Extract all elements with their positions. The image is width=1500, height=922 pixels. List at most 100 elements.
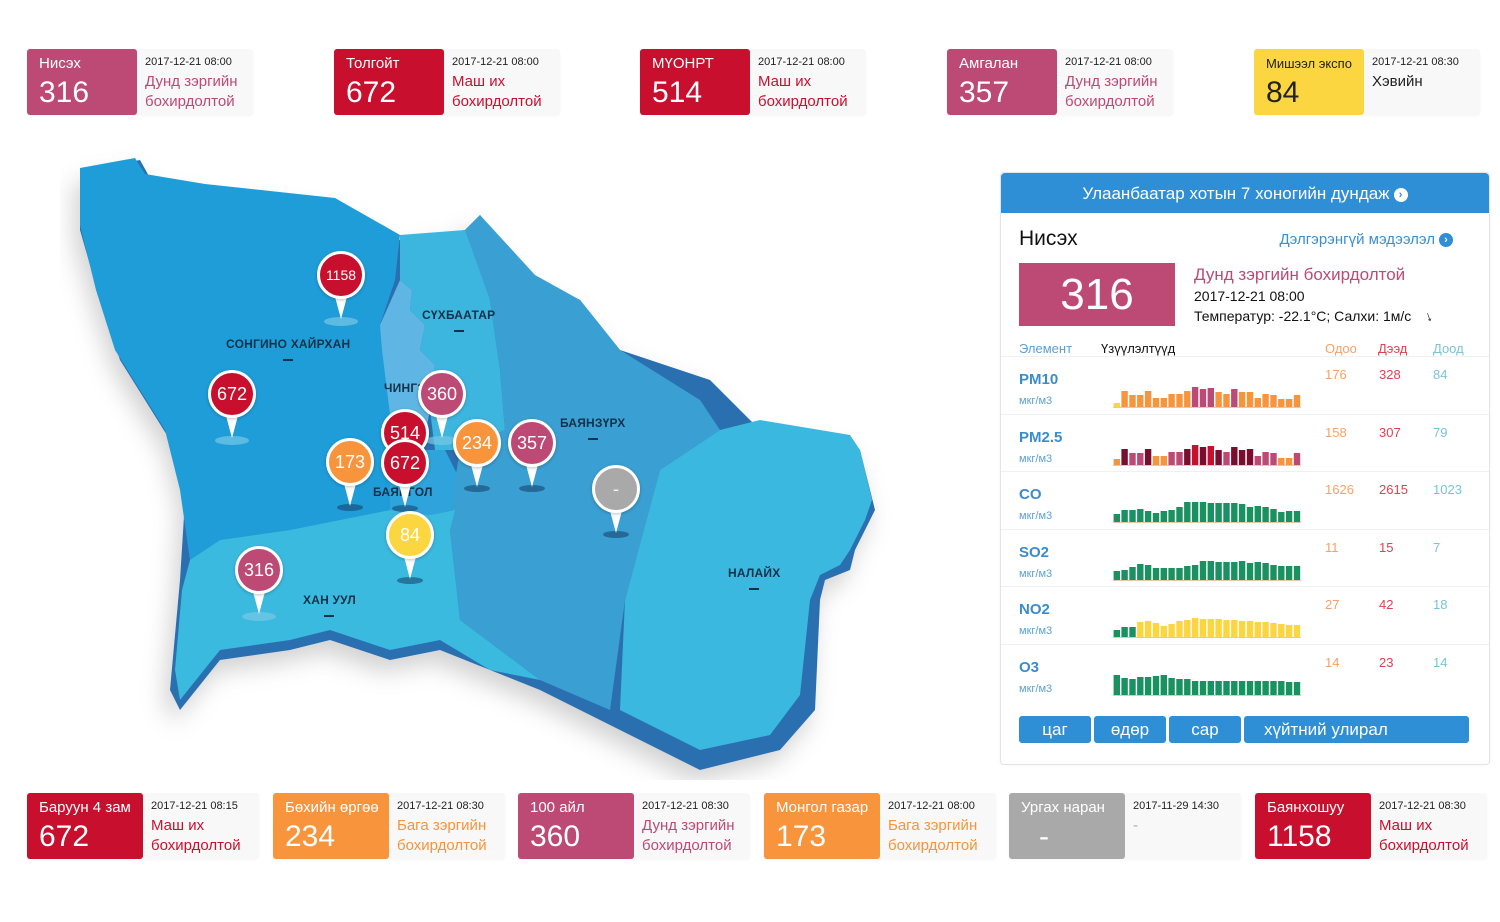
sparkline-bar (1160, 567, 1167, 580)
sparkline-bar (1238, 449, 1246, 465)
station-info: 2017-11-29 14:30 - (1125, 793, 1241, 859)
sparkline-bar (1144, 511, 1152, 522)
tab-winter-season[interactable]: хүйтний улирал (1244, 716, 1469, 743)
sparkline-bar (1144, 391, 1152, 407)
pollutant-now: 1626 (1325, 482, 1354, 497)
sparkline-bar (1152, 567, 1160, 580)
station-card[interactable]: Монгол газар 173 2017-12-21 08:00 Бага зэрг… (764, 793, 996, 859)
station-card[interactable]: Баруун 4 зам 672 2017-12-21 08:15 Маш их бо… (27, 793, 259, 859)
pollutant-min: 79 (1433, 424, 1448, 440)
station-status: Дунд зэргийн бохирдолтой (145, 73, 238, 110)
district-bayanzurkh[interactable] (450, 215, 720, 710)
sparkline-bar (1199, 389, 1207, 407)
sparkline-bar (1293, 511, 1301, 522)
tab-hour[interactable]: цаг (1019, 716, 1091, 743)
map-station-pin[interactable]: 672 (208, 370, 258, 450)
weekly-average-header-button[interactable]: Улаанбаатар хотын 7 хоногийн дундаж › (1001, 173, 1489, 213)
station-card[interactable]: МҮОНРТ 514 2017-12-21 08:00 Маш их бохирдол… (640, 49, 866, 115)
sparkline-bar (1137, 509, 1144, 522)
sparkline-bar (1129, 510, 1136, 522)
pin-tail (225, 412, 239, 438)
sparkline-bar (1293, 452, 1301, 465)
sparkline-bar (1121, 510, 1128, 522)
sparkline-bar (1262, 451, 1269, 465)
sparkline-bar (1293, 625, 1301, 637)
station-time: 2017-12-21 08:00 (758, 56, 845, 68)
sparkline-bar (1207, 388, 1214, 407)
map-station-pin[interactable]: 234 (453, 419, 503, 499)
sparkline-bar (1160, 455, 1167, 465)
district-nalaikh[interactable] (620, 420, 872, 750)
sparkline-bar (1278, 457, 1285, 465)
station-info: 2017-12-21 08:30 Дунд зэргийн бохирдолтой (634, 793, 750, 859)
more-info-link[interactable]: Дэлгэрэнгүй мэдээлэл › (1279, 231, 1453, 248)
sparkline-bar (1254, 561, 1261, 580)
sparkline-bar (1113, 674, 1120, 695)
station-card[interactable]: Баянхошуу 1158 2017-12-21 08:30 Маш их бохи… (1255, 793, 1487, 859)
pollutant-unit: мкг/м3 (1019, 567, 1053, 580)
sparkline-bar (1246, 392, 1254, 407)
station-aqi-value: 357 (959, 76, 1010, 109)
tab-month[interactable]: сар (1169, 716, 1241, 743)
sparkline-bar (1246, 507, 1254, 522)
pollutant-unit: мкг/м3 (1019, 625, 1053, 637)
station-card[interactable]: Мишээл экспо 84 2017-12-21 08:30 Хэвийн (1254, 49, 1480, 115)
ulaanbaatar-district-map[interactable]: СОНГИНО ХАЙРХАН СҮХБААТАР ЧИНГЭ БАЯНЗҮРХ… (60, 150, 910, 780)
pin-shadow (324, 317, 358, 326)
station-aqi-value: 1158 (1267, 820, 1332, 853)
station-status: Хэвийн (1372, 73, 1423, 90)
station-status: - (1133, 817, 1138, 834)
sparkline-bar (1238, 392, 1246, 407)
sparkline-bar (1270, 564, 1277, 580)
pollutant-name: O3 (1019, 658, 1040, 676)
sparkline-bar (1246, 562, 1254, 580)
station-card[interactable]: Амгалан 357 2017-12-21 08:00 Дунд зэргийн б… (947, 49, 1173, 115)
pollutant-sparkline (1113, 444, 1301, 466)
map-station-pin[interactable]: 672 (381, 439, 431, 519)
map-station-pin[interactable]: 360 (418, 370, 468, 450)
sparkline-bar (1129, 566, 1136, 580)
map-station-pin[interactable]: 357 (508, 419, 558, 499)
map-station-pin[interactable]: 84 (386, 511, 436, 591)
pollutant-name: SO2 (1019, 543, 1050, 561)
sparkline-baseline (1113, 407, 1301, 408)
station-time: 2017-12-21 08:00 (1065, 56, 1152, 68)
pollutant-row: O3 мкг/м3 14 23 14 (1001, 643, 1489, 702)
pollutant-max: 2615 (1379, 482, 1408, 497)
pollutant-name: PM10 (1019, 371, 1059, 388)
station-detail-panel: Улаанбаатар хотын 7 хоногийн дундаж › Нис… (1000, 172, 1490, 765)
sparkline-bar (1160, 511, 1167, 522)
station-name: Ургах наран (1021, 799, 1105, 816)
sparkline-bar (1152, 398, 1160, 407)
station-card[interactable]: Бөхийн өргөө 234 2017-12-21 08:30 Бага зэрг… (273, 793, 505, 859)
station-card[interactable]: Толгойт 672 2017-12-21 08:00 Маш их бохирдо… (334, 49, 560, 115)
sparkline-bar (1215, 449, 1222, 465)
district-songino-khairkhan[interactable] (80, 158, 400, 560)
sparkline-bar (1160, 626, 1167, 637)
map-station-pin[interactable]: - (592, 465, 642, 545)
station-card[interactable]: Нисэх 316 2017-12-21 08:00 Дунд зэргийн бох… (27, 49, 253, 115)
district-label-khan-uul: ХАН УУЛ (303, 593, 356, 617)
station-aqi-value: 672 (39, 820, 90, 853)
map-station-pin[interactable]: 173 (326, 438, 376, 518)
pollutant-sparkline (1113, 560, 1301, 581)
station-time: 2017-12-21 08:30 (1379, 800, 1466, 812)
map-station-pin[interactable]: 1158 (317, 251, 367, 331)
sparkline-bar (1285, 565, 1293, 580)
station-name: Амгалан (959, 55, 1019, 72)
district-sukhbaatar[interactable] (400, 230, 505, 450)
sparkline-bar (1223, 680, 1230, 695)
pollutant-name: NO2 (1019, 601, 1050, 618)
station-card[interactable]: 100 айл 360 2017-12-21 08:30 Дунд зэргийн б… (518, 793, 750, 859)
pollutant-row: PM10 мкг/м3 176 328 84 (1001, 356, 1489, 414)
station-aqi-box: Мишээл экспо 84 (1254, 49, 1364, 115)
sparkline-bar (1207, 619, 1214, 637)
sparkline-bar (1152, 623, 1160, 637)
station-card[interactable]: Ургах наран - 2017-11-29 14:30 - (1009, 793, 1241, 859)
pin-shadow (392, 505, 418, 512)
sparkline-bar (1231, 561, 1238, 580)
sparkline-bar (1121, 627, 1128, 637)
sparkline-bar (1223, 451, 1230, 465)
tab-day[interactable]: өдөр (1094, 716, 1166, 743)
map-station-pin[interactable]: 316 (235, 546, 285, 626)
